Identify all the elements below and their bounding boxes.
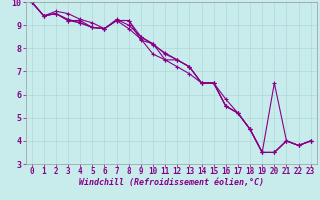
X-axis label: Windchill (Refroidissement éolien,°C): Windchill (Refroidissement éolien,°C) (79, 178, 264, 187)
